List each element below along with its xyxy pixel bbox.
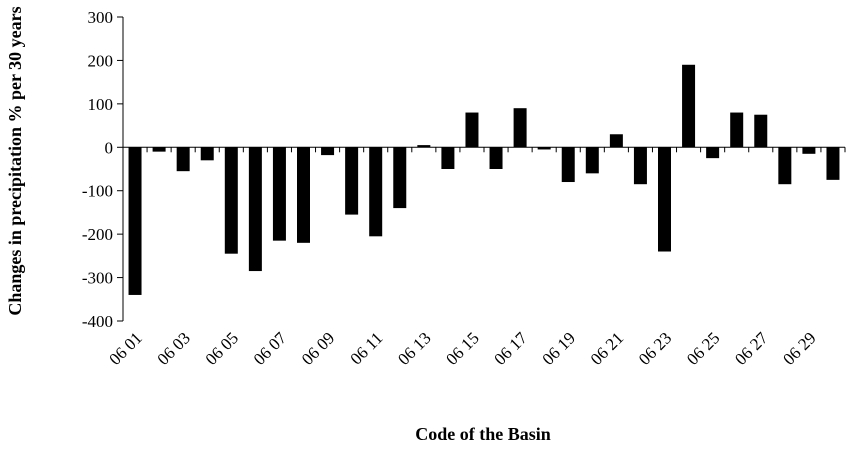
y-tick-label: -400: [82, 312, 113, 331]
x-tick-label: 06 09: [298, 328, 338, 368]
bar: [561, 147, 575, 183]
bar: [248, 147, 262, 272]
x-tick-label: 06 01: [105, 328, 145, 368]
x-tick-label: 06 11: [346, 328, 386, 368]
x-tick-label: 06 07: [250, 328, 291, 369]
bar: [465, 112, 479, 148]
x-tick-label: 06 21: [587, 328, 627, 368]
bar: [417, 145, 431, 148]
x-tick-label: 06 05: [202, 328, 242, 368]
x-tick-label: 06 13: [394, 328, 434, 368]
bar: [537, 147, 551, 150]
bar: [826, 147, 840, 180]
y-tick-label: -200: [82, 225, 113, 244]
x-tick-label: 06 29: [779, 328, 819, 368]
bar: [489, 147, 503, 169]
y-tick-label: 100: [88, 95, 114, 114]
bar: [321, 147, 335, 156]
x-tick-label: 06 03: [154, 328, 194, 368]
bar: [778, 147, 792, 185]
x-tick-label: 06 25: [683, 328, 723, 368]
y-tick-label: 300: [88, 8, 114, 27]
x-tick-label: 06 15: [442, 328, 482, 368]
y-tick-label: -100: [82, 182, 113, 201]
bar: [393, 147, 407, 209]
bar: [152, 147, 166, 152]
bar: [128, 147, 142, 295]
bar: [200, 147, 214, 161]
x-tick-label: 06 27: [731, 328, 772, 369]
bar: [224, 147, 238, 254]
y-tick-label: 0: [105, 138, 114, 157]
x-axis-title: Code of the Basin: [415, 424, 551, 444]
bar: [585, 147, 599, 174]
bar: [682, 64, 696, 148]
x-tick-label: 06 17: [490, 328, 531, 369]
x-tick-label: 06 19: [539, 328, 579, 368]
bar: [633, 147, 647, 185]
bar: [730, 112, 744, 148]
bar: [176, 147, 190, 172]
x-tick-label: 06 23: [635, 328, 675, 368]
bar: [272, 147, 286, 241]
y-axis-title: Changes in precipitation % per 30 years: [5, 6, 25, 316]
bar: [369, 147, 383, 237]
bar: [513, 108, 527, 148]
bar: [345, 147, 359, 215]
bar: [706, 147, 720, 159]
bar: [754, 114, 768, 148]
bar: [609, 134, 623, 148]
bar: [441, 147, 455, 169]
bar: [297, 147, 310, 243]
y-tick-label: 200: [88, 51, 114, 70]
bar: [802, 147, 816, 154]
bar: [658, 147, 671, 252]
y-tick-label: -300: [82, 269, 113, 288]
